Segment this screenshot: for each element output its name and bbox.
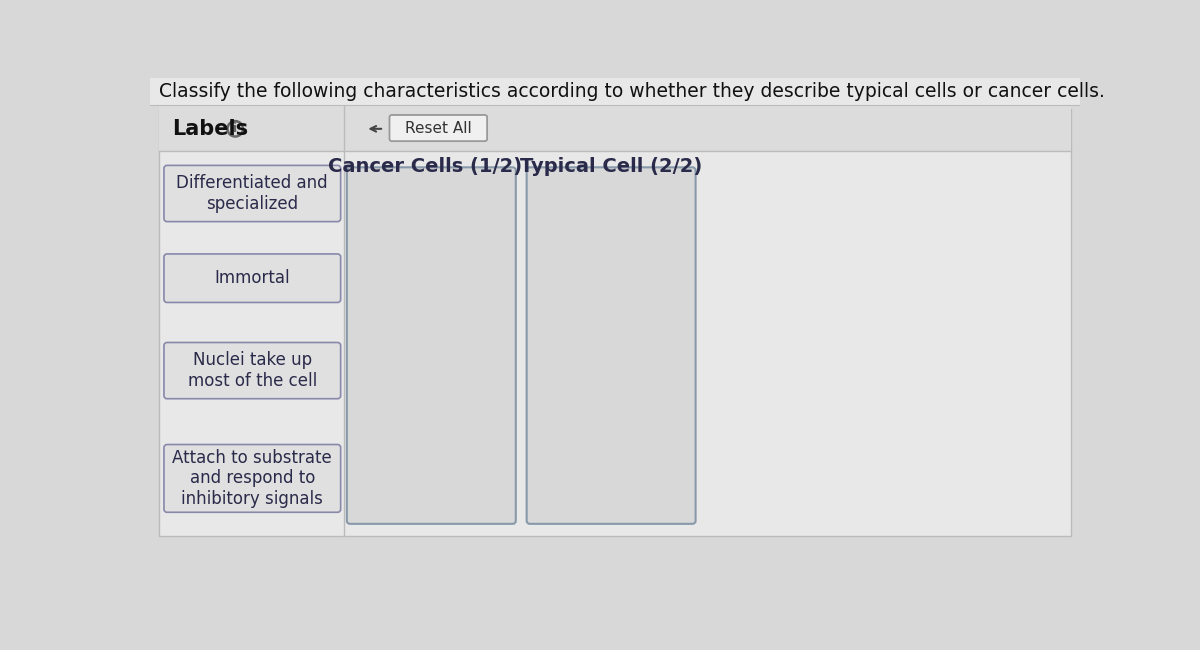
Text: Differentiated and
specialized: Differentiated and specialized — [176, 174, 328, 213]
Text: Cancer Cells (1/2): Cancer Cells (1/2) — [328, 157, 522, 176]
Text: i: i — [233, 122, 238, 135]
Text: Nuclei take up
most of the cell: Nuclei take up most of the cell — [187, 351, 317, 390]
Text: Typical Cell (2/2): Typical Cell (2/2) — [520, 157, 702, 176]
FancyBboxPatch shape — [164, 343, 341, 398]
FancyBboxPatch shape — [160, 109, 1070, 536]
FancyBboxPatch shape — [164, 165, 341, 222]
FancyBboxPatch shape — [390, 115, 487, 141]
FancyBboxPatch shape — [527, 167, 696, 524]
FancyBboxPatch shape — [150, 78, 1080, 105]
Text: Reset All: Reset All — [404, 120, 472, 136]
Text: Labels: Labels — [172, 119, 248, 139]
FancyBboxPatch shape — [164, 254, 341, 302]
Text: Classify the following characteristics according to whether they describe typica: Classify the following characteristics a… — [160, 83, 1105, 101]
Text: Attach to substrate
and respond to
inhibitory signals: Attach to substrate and respond to inhib… — [173, 448, 332, 508]
Text: Immortal: Immortal — [215, 269, 290, 287]
FancyBboxPatch shape — [347, 167, 516, 524]
FancyBboxPatch shape — [164, 445, 341, 512]
FancyBboxPatch shape — [160, 107, 1070, 151]
